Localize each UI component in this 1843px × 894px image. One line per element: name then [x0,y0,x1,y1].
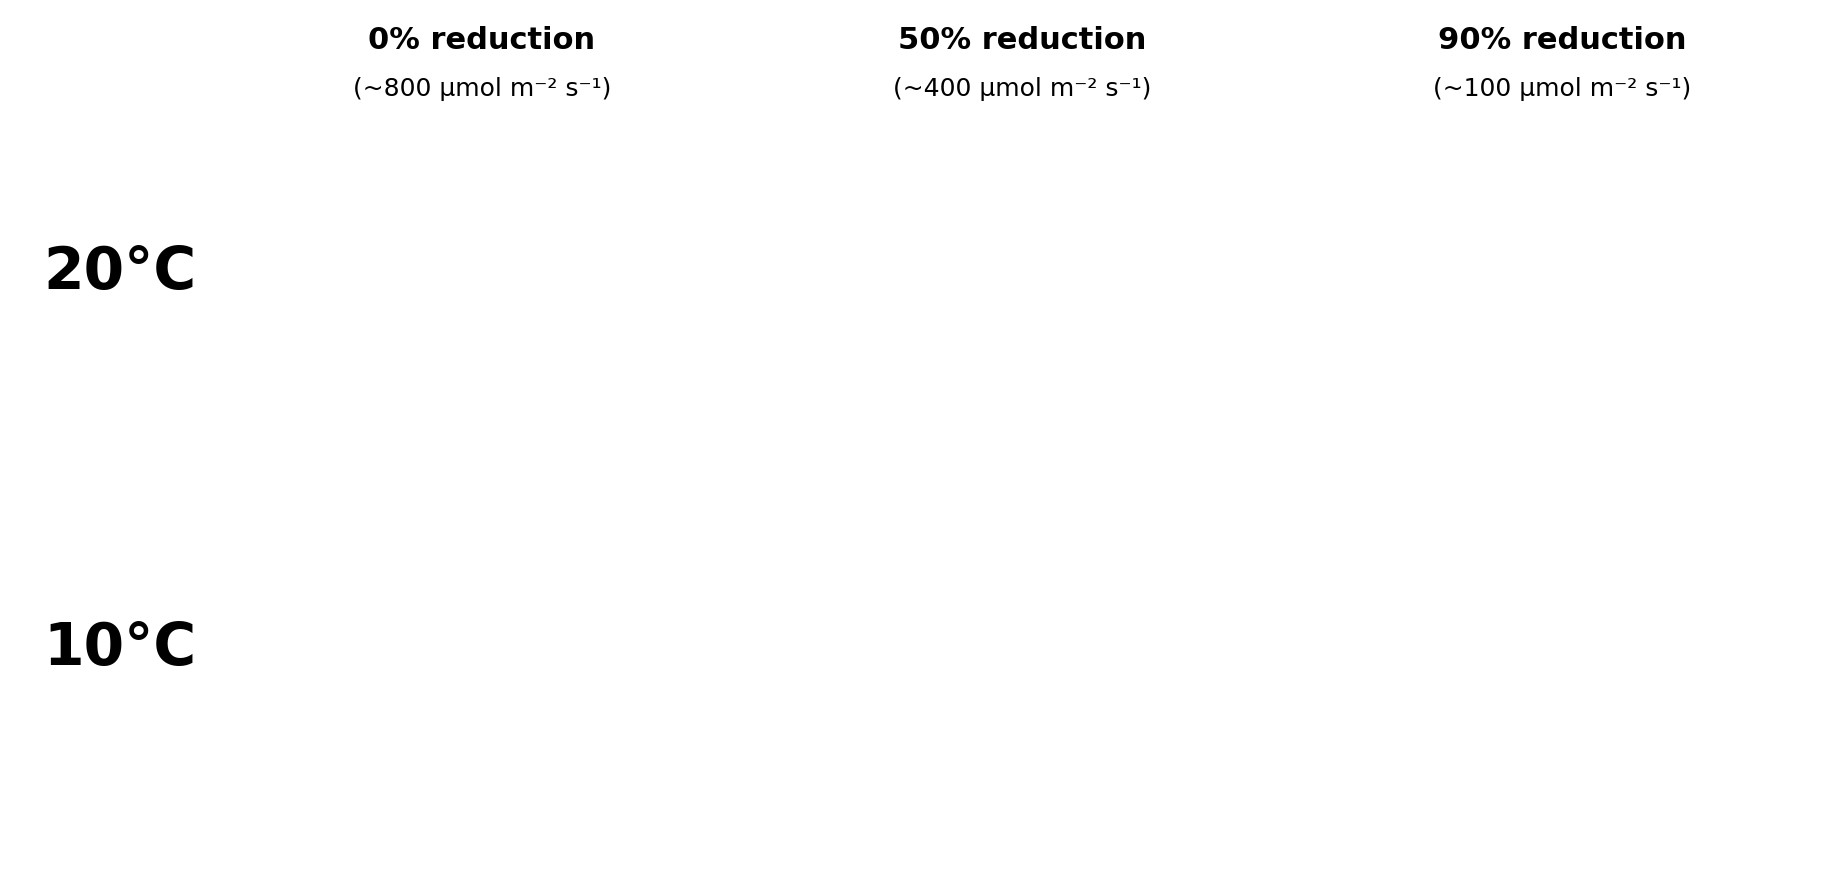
Text: 20°C: 20°C [42,244,197,301]
Text: (~800 μmol m⁻² s⁻¹): (~800 μmol m⁻² s⁻¹) [352,78,612,101]
Text: (~400 μmol m⁻² s⁻¹): (~400 μmol m⁻² s⁻¹) [892,78,1152,101]
Text: 50% reduction: 50% reduction [898,26,1146,55]
Text: 90% reduction: 90% reduction [1438,26,1686,55]
Text: (~100 μmol m⁻² s⁻¹): (~100 μmol m⁻² s⁻¹) [1432,78,1692,101]
Text: 10°C: 10°C [42,620,197,677]
Text: 0% reduction: 0% reduction [369,26,595,55]
